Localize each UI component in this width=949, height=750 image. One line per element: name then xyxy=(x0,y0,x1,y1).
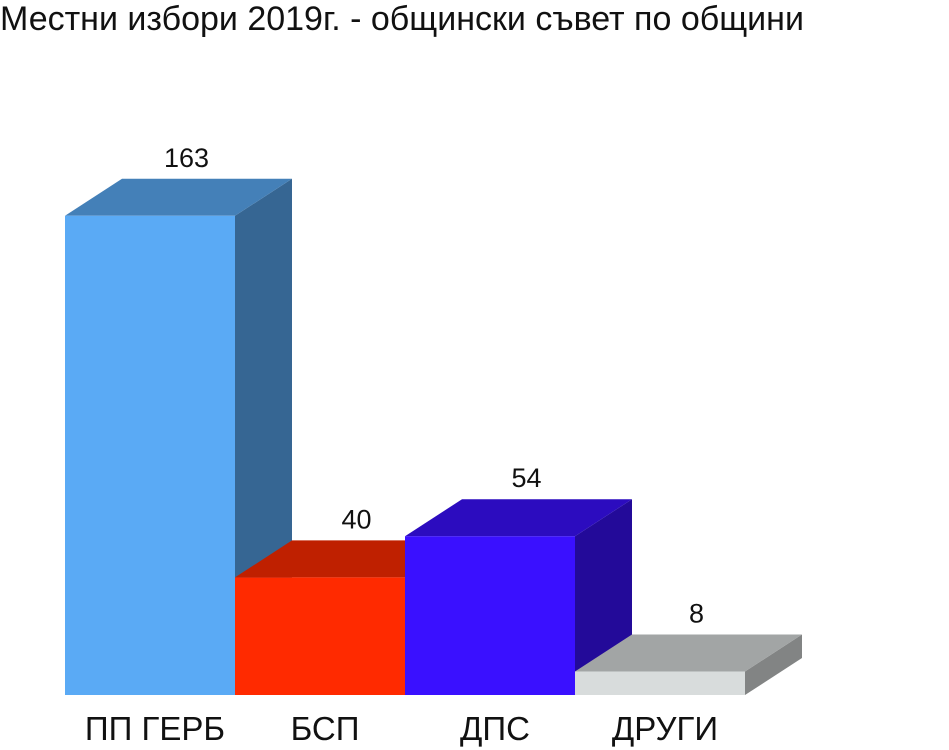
value-label: 40 xyxy=(341,504,371,534)
chart-title: Местни избори 2019г. - общински съвет по… xyxy=(0,0,804,38)
value-label: 54 xyxy=(511,463,541,493)
bar-top xyxy=(65,178,292,216)
bar-top xyxy=(405,499,632,537)
x-tick-label: ДРУГИ xyxy=(612,710,718,747)
x-tick-label: ПП ГЕРБ xyxy=(85,710,225,747)
x-tick-label: ДПС xyxy=(460,710,530,747)
value-label: 8 xyxy=(689,598,704,628)
x-tick-label: БСП xyxy=(291,710,360,747)
bar-top xyxy=(575,634,802,672)
bar-side xyxy=(745,634,802,695)
bar xyxy=(65,215,235,695)
bar xyxy=(235,577,405,695)
value-label: 163 xyxy=(164,143,209,173)
bar xyxy=(405,536,575,695)
bar xyxy=(575,671,745,695)
